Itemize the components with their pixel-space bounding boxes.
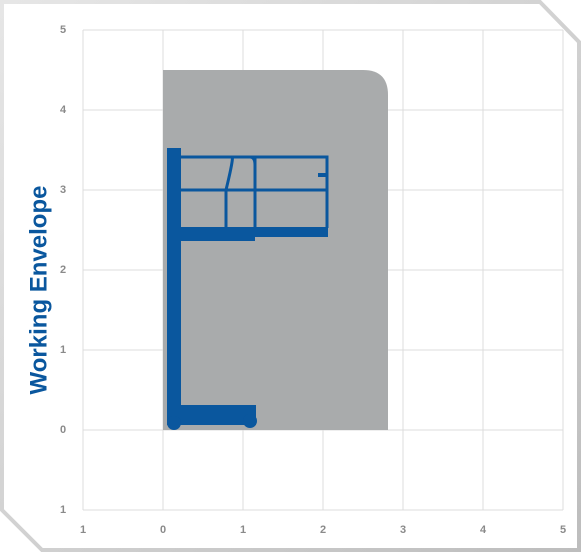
y-tick-label: 0	[60, 424, 66, 436]
platform-support	[181, 236, 255, 241]
x-tick-label: 1	[240, 524, 246, 536]
guard-rail	[180, 155, 329, 228]
x-tick-label: 1	[80, 524, 86, 536]
y-tick-label: 3	[60, 184, 66, 196]
y-tick-label: 2	[60, 264, 66, 276]
title: Working Envelope	[25, 186, 52, 395]
base	[167, 405, 256, 425]
y-tick-label: 4	[60, 104, 67, 116]
handle	[318, 173, 326, 177]
x-tick-label: 2	[320, 524, 326, 536]
x-tick-label: 3	[400, 524, 406, 536]
wheel	[167, 416, 181, 430]
x-tick-label: 4	[480, 524, 487, 536]
platform-floor	[168, 227, 328, 237]
y-tick-label: 1	[60, 344, 66, 356]
y-tick-label: 1	[60, 504, 66, 516]
x-tick-label: 5	[560, 524, 566, 536]
lift	[167, 148, 329, 430]
y-tick-label: 5	[60, 24, 66, 36]
x-tick-label: 0	[160, 524, 166, 536]
working-envelope-area	[163, 70, 388, 430]
mast	[167, 148, 181, 422]
wheel	[243, 414, 257, 428]
